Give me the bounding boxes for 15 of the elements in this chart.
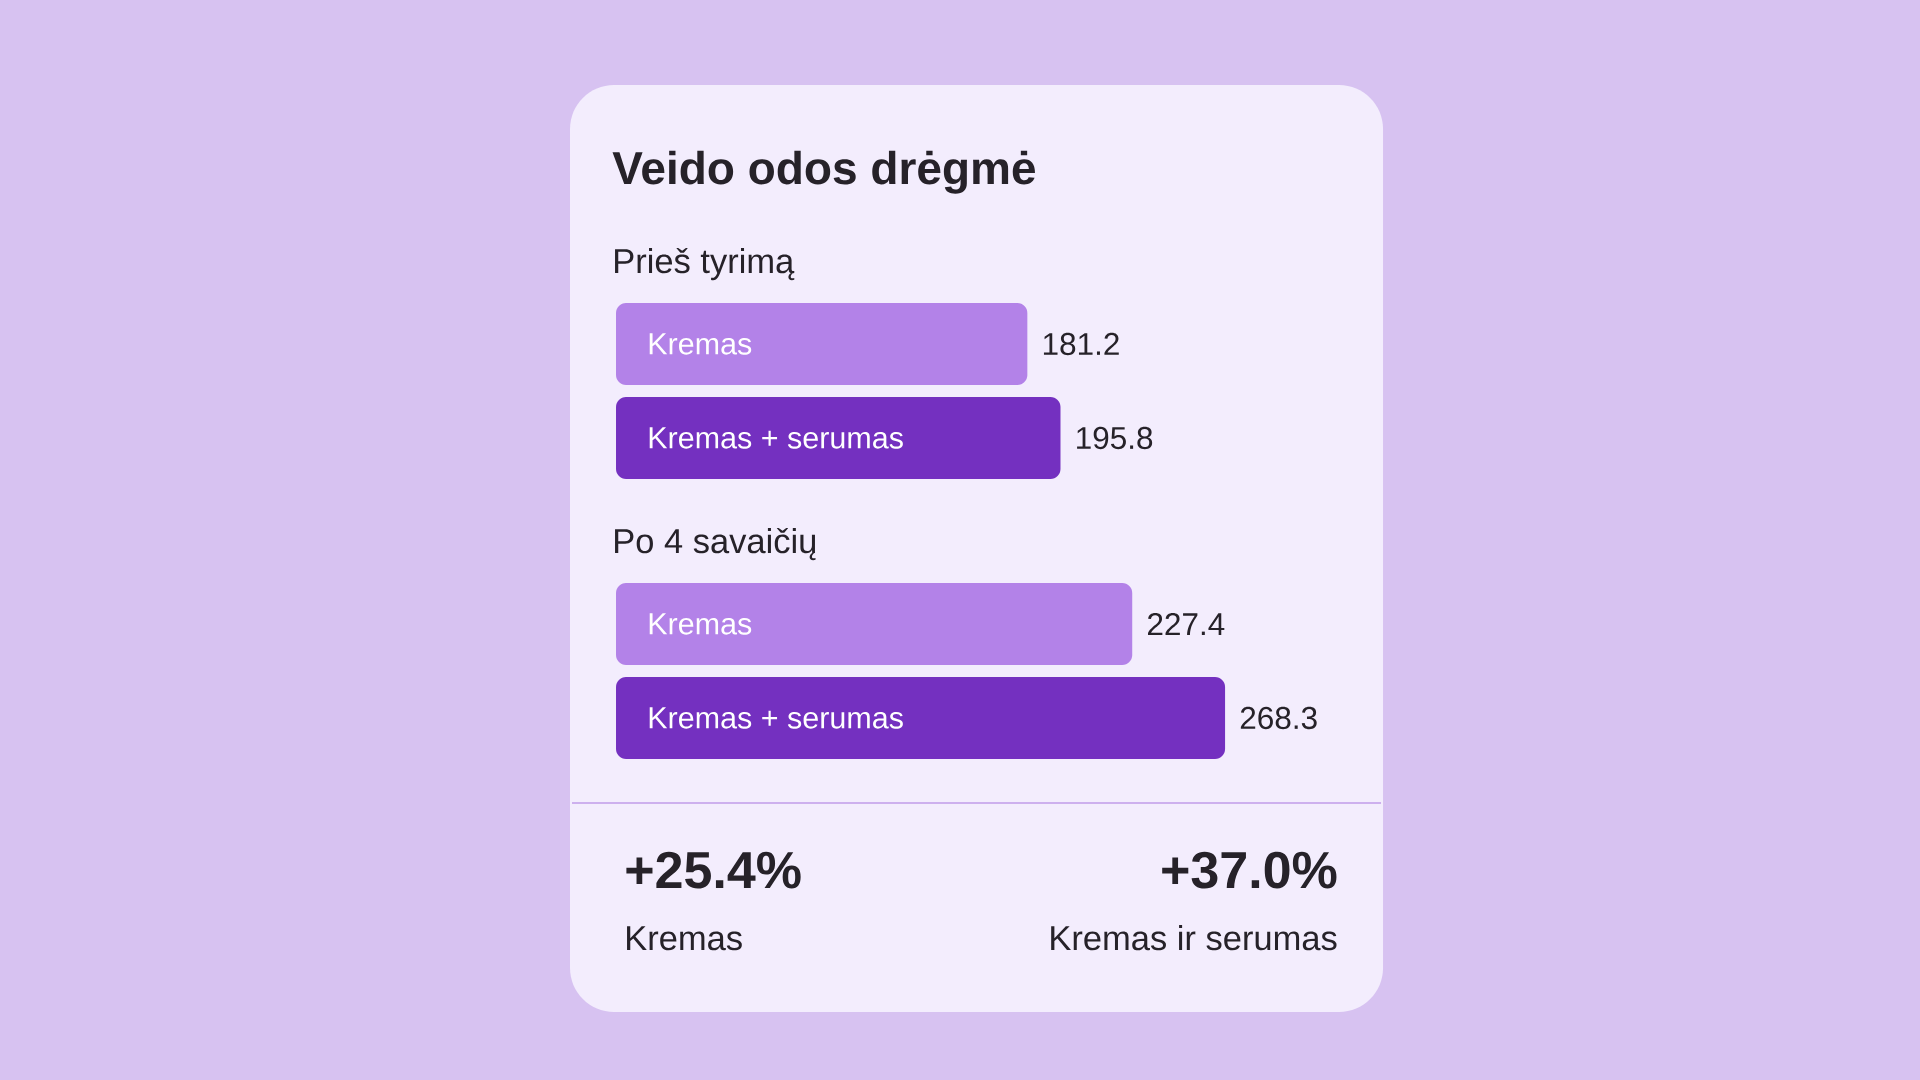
text: +37.0%: [1162, 851, 1337, 889]
data-label: 181.2: [1043, 332, 1119, 356]
chart-title: Veido odos drėgmė: [612, 150, 1035, 194]
series-label: Kremas: [649, 333, 752, 355]
series-label: Kremas + serumas: [649, 427, 903, 449]
text: Kremas: [649, 613, 752, 635]
text: Kremas: [627, 926, 742, 951]
y-tick-label: Prieš tyrimą: [615, 247, 795, 281]
data-label: 268.3: [1240, 706, 1317, 730]
text: Kremas ir serumas: [1051, 925, 1337, 951]
text: Kremas + serumas: [649, 707, 903, 729]
data-label: 195.8: [1077, 426, 1153, 450]
data-label: 227.4: [1148, 612, 1225, 635]
y-tick-label: Po 4 savaičių: [615, 527, 816, 561]
text: +25.4%: [626, 851, 801, 889]
